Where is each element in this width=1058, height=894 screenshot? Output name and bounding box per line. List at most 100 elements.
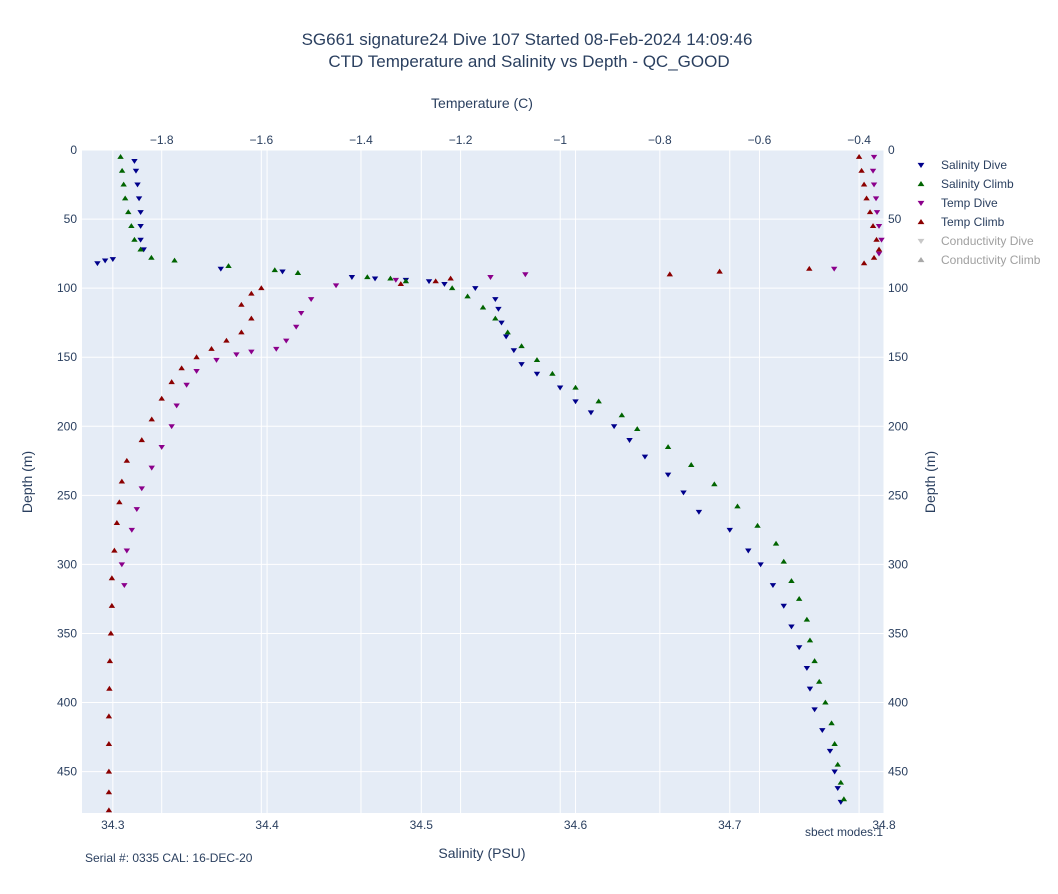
- data-point: [870, 154, 878, 160]
- data-point: [587, 410, 595, 416]
- data-point: [595, 398, 602, 404]
- data-point: [826, 748, 834, 754]
- data-point: [279, 269, 286, 275]
- data-point: [94, 261, 101, 267]
- serial-annotation: Serial #: 0335 CAL: 16-DEC-20: [85, 851, 253, 865]
- data-point: [225, 263, 232, 269]
- legend-marker: [917, 200, 925, 207]
- data-point: [148, 416, 155, 422]
- data-point: [138, 437, 145, 443]
- data-point: [448, 285, 456, 291]
- data-point: [217, 266, 225, 272]
- x-tick-label: 34.5: [410, 818, 434, 832]
- data-point: [869, 223, 877, 228]
- data-point: [695, 509, 703, 515]
- data-point: [111, 547, 118, 553]
- data-point: [816, 678, 823, 684]
- data-point: [105, 741, 113, 746]
- legend-item-temp-dive[interactable]: Temp Dive: [917, 196, 998, 210]
- chart-title: SG661 signature24 Dive 107 Started 08-Fe…: [302, 30, 753, 49]
- x-tick-label: 34.7: [718, 818, 742, 832]
- y-tick-label-left: 0: [70, 143, 77, 157]
- y-tick-label-right: 300: [888, 557, 908, 571]
- y-tick-label-right: 0: [888, 143, 895, 157]
- data-point: [855, 154, 863, 159]
- data-point: [487, 275, 494, 280]
- legend-label: Conductivity Dive: [941, 234, 1034, 248]
- data-point: [618, 412, 626, 418]
- data-point: [105, 789, 113, 795]
- data-point: [803, 616, 811, 622]
- x2-tick-label: −1: [553, 133, 567, 147]
- data-point: [664, 444, 672, 449]
- legend-item-conductivity-dive[interactable]: Conductivity Dive: [917, 234, 1034, 248]
- data-point: [641, 454, 649, 460]
- data-point: [332, 283, 340, 289]
- data-point: [131, 159, 138, 164]
- data-point: [872, 196, 880, 202]
- data-point: [178, 365, 185, 371]
- y-tick-label-left: 350: [57, 626, 77, 640]
- data-point: [664, 472, 672, 478]
- data-point: [734, 503, 741, 509]
- legend-item-temp-climb[interactable]: Temp Climb: [917, 215, 1005, 229]
- data-point: [788, 578, 795, 583]
- data-point: [183, 382, 190, 388]
- data-point: [688, 462, 695, 467]
- data-point: [549, 370, 556, 376]
- data-point: [634, 426, 641, 432]
- x-axis-title: Salinity (PSU): [438, 845, 525, 861]
- data-point: [837, 779, 845, 785]
- data-point: [860, 181, 868, 187]
- data-point: [137, 210, 144, 216]
- x-tick-label: 34.3: [101, 818, 125, 832]
- data-point: [233, 352, 240, 358]
- data-point: [834, 761, 841, 767]
- data-point: [510, 348, 518, 354]
- legend: Salinity Dive Salinity Climb Temp Dive Temp…: [917, 158, 1041, 267]
- data-point: [116, 499, 123, 505]
- data-point: [271, 267, 278, 273]
- data-point: [118, 478, 126, 484]
- data-point: [137, 237, 144, 243]
- data-point: [492, 315, 499, 321]
- data-point: [831, 741, 838, 746]
- legend-item-salinity-climb[interactable]: Salinity Climb: [917, 177, 1014, 191]
- data-point: [873, 210, 881, 216]
- axes: 0 0 50 50 100 100 150 150 200 200 250 250 300 300 350 3…: [57, 133, 908, 832]
- data-point: [117, 154, 124, 159]
- data-point: [121, 195, 129, 201]
- data-point: [107, 630, 115, 636]
- data-point: [106, 658, 114, 664]
- y-tick-label-left: 150: [57, 350, 77, 364]
- data-point: [495, 306, 502, 312]
- data-point: [858, 167, 865, 173]
- y-tick-label-right: 350: [888, 626, 908, 640]
- data-point: [840, 796, 848, 802]
- data-point: [113, 520, 121, 525]
- legend-marker: [917, 180, 925, 187]
- data-point: [863, 195, 870, 201]
- data-point: [780, 603, 787, 609]
- series-salinity-dive: [94, 159, 845, 805]
- data-point: [273, 346, 280, 352]
- data-point: [123, 457, 131, 463]
- data-point: [860, 260, 868, 266]
- y-tick-label-left: 300: [57, 557, 77, 571]
- data-point: [533, 357, 541, 362]
- data-point: [533, 371, 541, 377]
- data-point: [248, 290, 255, 296]
- data-point: [392, 277, 400, 283]
- data-point: [795, 645, 803, 651]
- legend-item-conductivity-climb[interactable]: Conductivity Climb: [917, 253, 1041, 267]
- x-tick-label: 34.6: [564, 818, 588, 832]
- data-point: [626, 438, 633, 443]
- x-tick-label: 34.4: [255, 818, 279, 832]
- data-point: [680, 490, 687, 496]
- data-point: [754, 522, 761, 528]
- series-temp-climb: [105, 154, 883, 813]
- y-tick-label-right: 400: [888, 696, 908, 710]
- legend-item-salinity-dive[interactable]: Salinity Dive: [917, 158, 1008, 172]
- data-point: [109, 257, 117, 262]
